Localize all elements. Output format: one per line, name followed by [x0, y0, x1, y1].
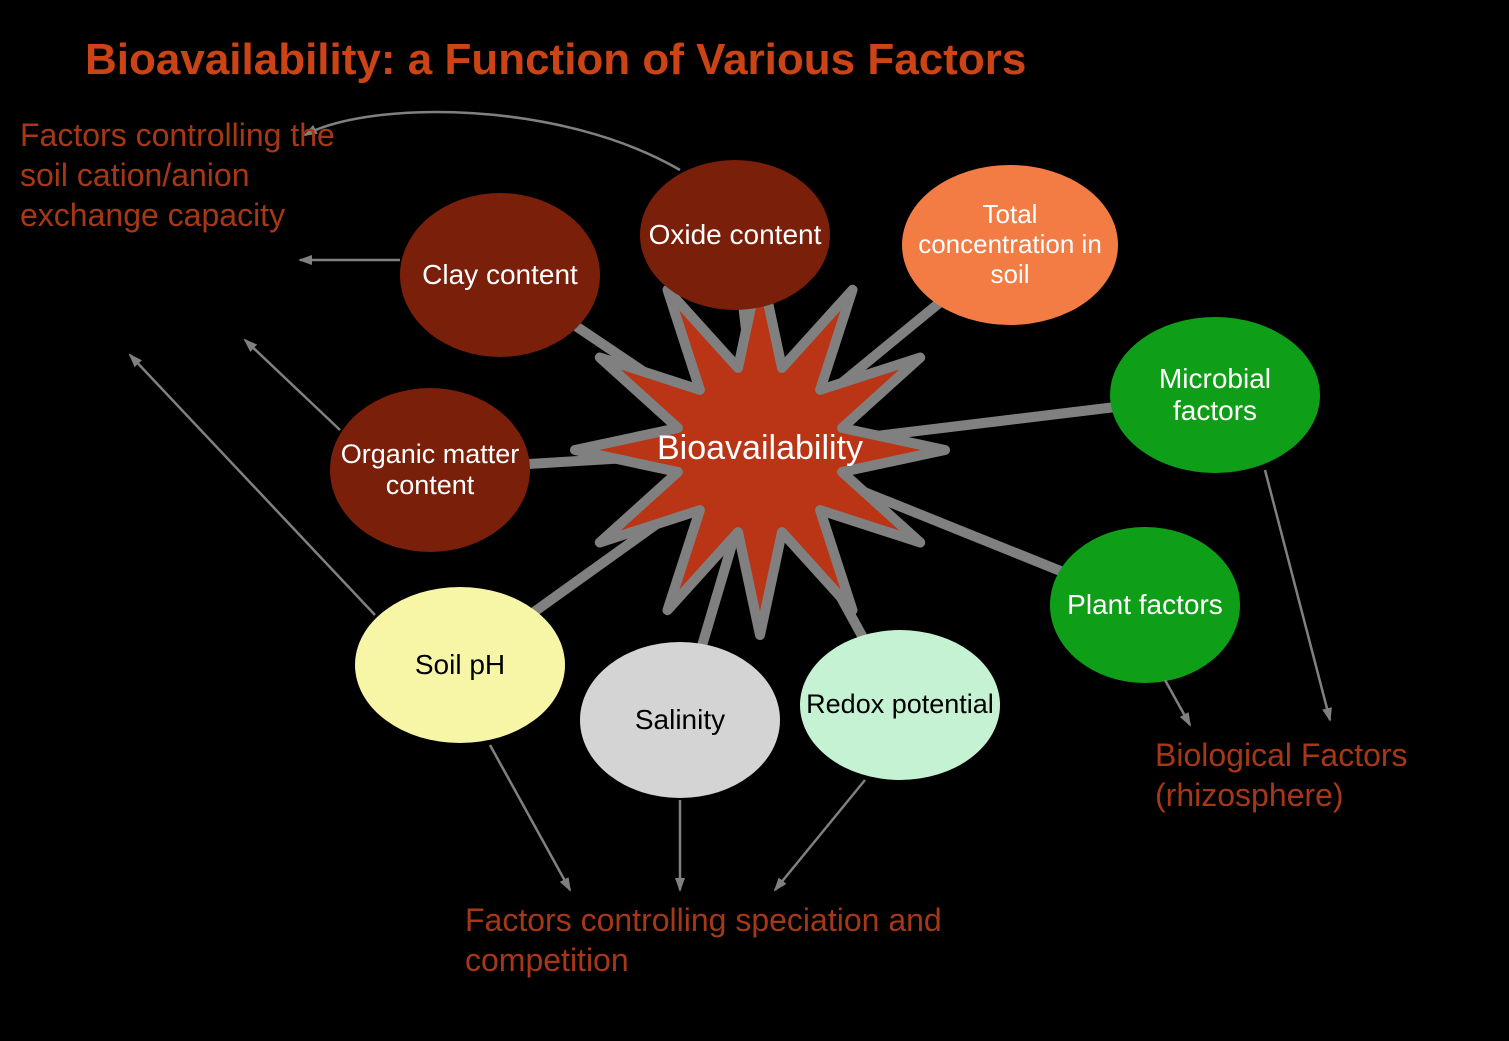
node-label-clay: Clay content: [422, 259, 578, 291]
node-salinity: Salinity: [580, 642, 780, 798]
node-label-redox: Redox potential: [806, 689, 994, 720]
node-label-totalconc: Total concentration in soil: [906, 200, 1114, 290]
arrow-soilph-to-spec: [490, 745, 570, 890]
node-redox: Redox potential: [800, 630, 1000, 780]
arrow-oxide-to-cation-curve: [305, 112, 680, 170]
node-label-microbial: Microbial factors: [1114, 363, 1316, 427]
annotation-speciation: Factors controlling speciation and compe…: [465, 900, 1105, 980]
node-label-soilph: Soil pH: [415, 649, 505, 681]
node-label-oxide: Oxide content: [649, 219, 822, 251]
annotation-cation-anion: Factors controlling the soil cation/anio…: [20, 115, 350, 235]
node-plant: Plant factors: [1050, 527, 1240, 683]
arrow-organic-to-cation: [245, 340, 340, 430]
node-label-plant: Plant factors: [1067, 589, 1223, 621]
node-clay: Clay content: [400, 193, 600, 357]
node-totalconc: Total concentration in soil: [902, 165, 1118, 325]
arrow-redox-to-spec: [775, 780, 865, 890]
diagram-canvas: Clay content Oxide content Total concentra…: [0, 0, 1509, 1041]
diagram-title: Bioavailability: a Function of Various F…: [85, 35, 1026, 85]
node-microbial: Microbial factors: [1110, 317, 1320, 473]
annotation-biological: Biological Factors (rhizosphere): [1155, 735, 1455, 815]
node-oxide: Oxide content: [640, 160, 830, 310]
node-soilph: Soil pH: [355, 587, 565, 743]
arrow-microbial-to-bio: [1265, 470, 1330, 720]
center-label: Bioavailability: [610, 429, 910, 468]
node-organic: Organic matter content: [330, 388, 530, 552]
node-label-salinity: Salinity: [635, 704, 725, 736]
node-label-organic: Organic matter content: [334, 439, 526, 501]
arrow-plant-to-bio: [1165, 680, 1190, 725]
